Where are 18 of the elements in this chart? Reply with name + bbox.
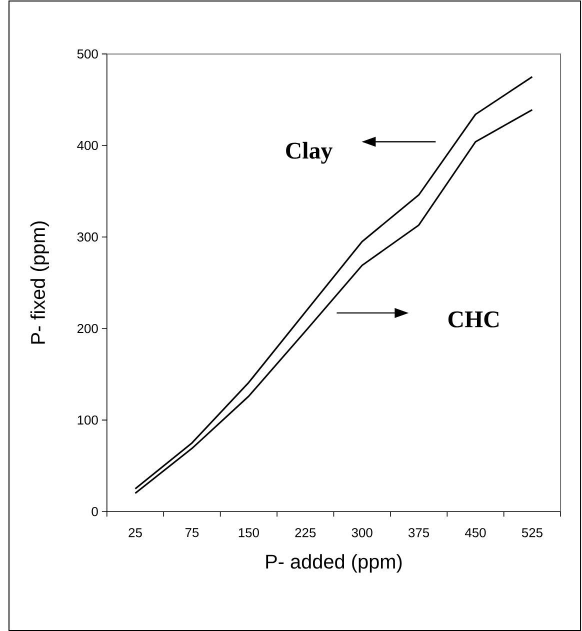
y-tick-label: 400 [77, 140, 98, 150]
x-tick-label: 525 [522, 528, 543, 538]
x-axis-title: P- added (ppm) [266, 554, 402, 573]
annotation: Clay [286, 142, 333, 164]
y-tick-label: 200 [78, 324, 98, 334]
y-axis-title: P- fixed (ppm) [30, 222, 50, 344]
annotation: CHC [448, 311, 499, 328]
x-tick-label: 450 [465, 528, 486, 538]
y-tick-label: 500 [78, 49, 98, 59]
y-tick-label: 0 [92, 507, 98, 516]
x-tick-label: 75 [186, 528, 199, 538]
x-tick-label: 300 [352, 528, 373, 538]
y-tick-label: 100 [78, 415, 98, 425]
x-tick-label: 150 [239, 528, 260, 538]
y-tick-label: 300 [78, 232, 98, 242]
x-tick-label: 375 [408, 528, 430, 538]
x-tick-label: 25 [128, 528, 142, 538]
x-tick-label: 225 [295, 528, 316, 538]
